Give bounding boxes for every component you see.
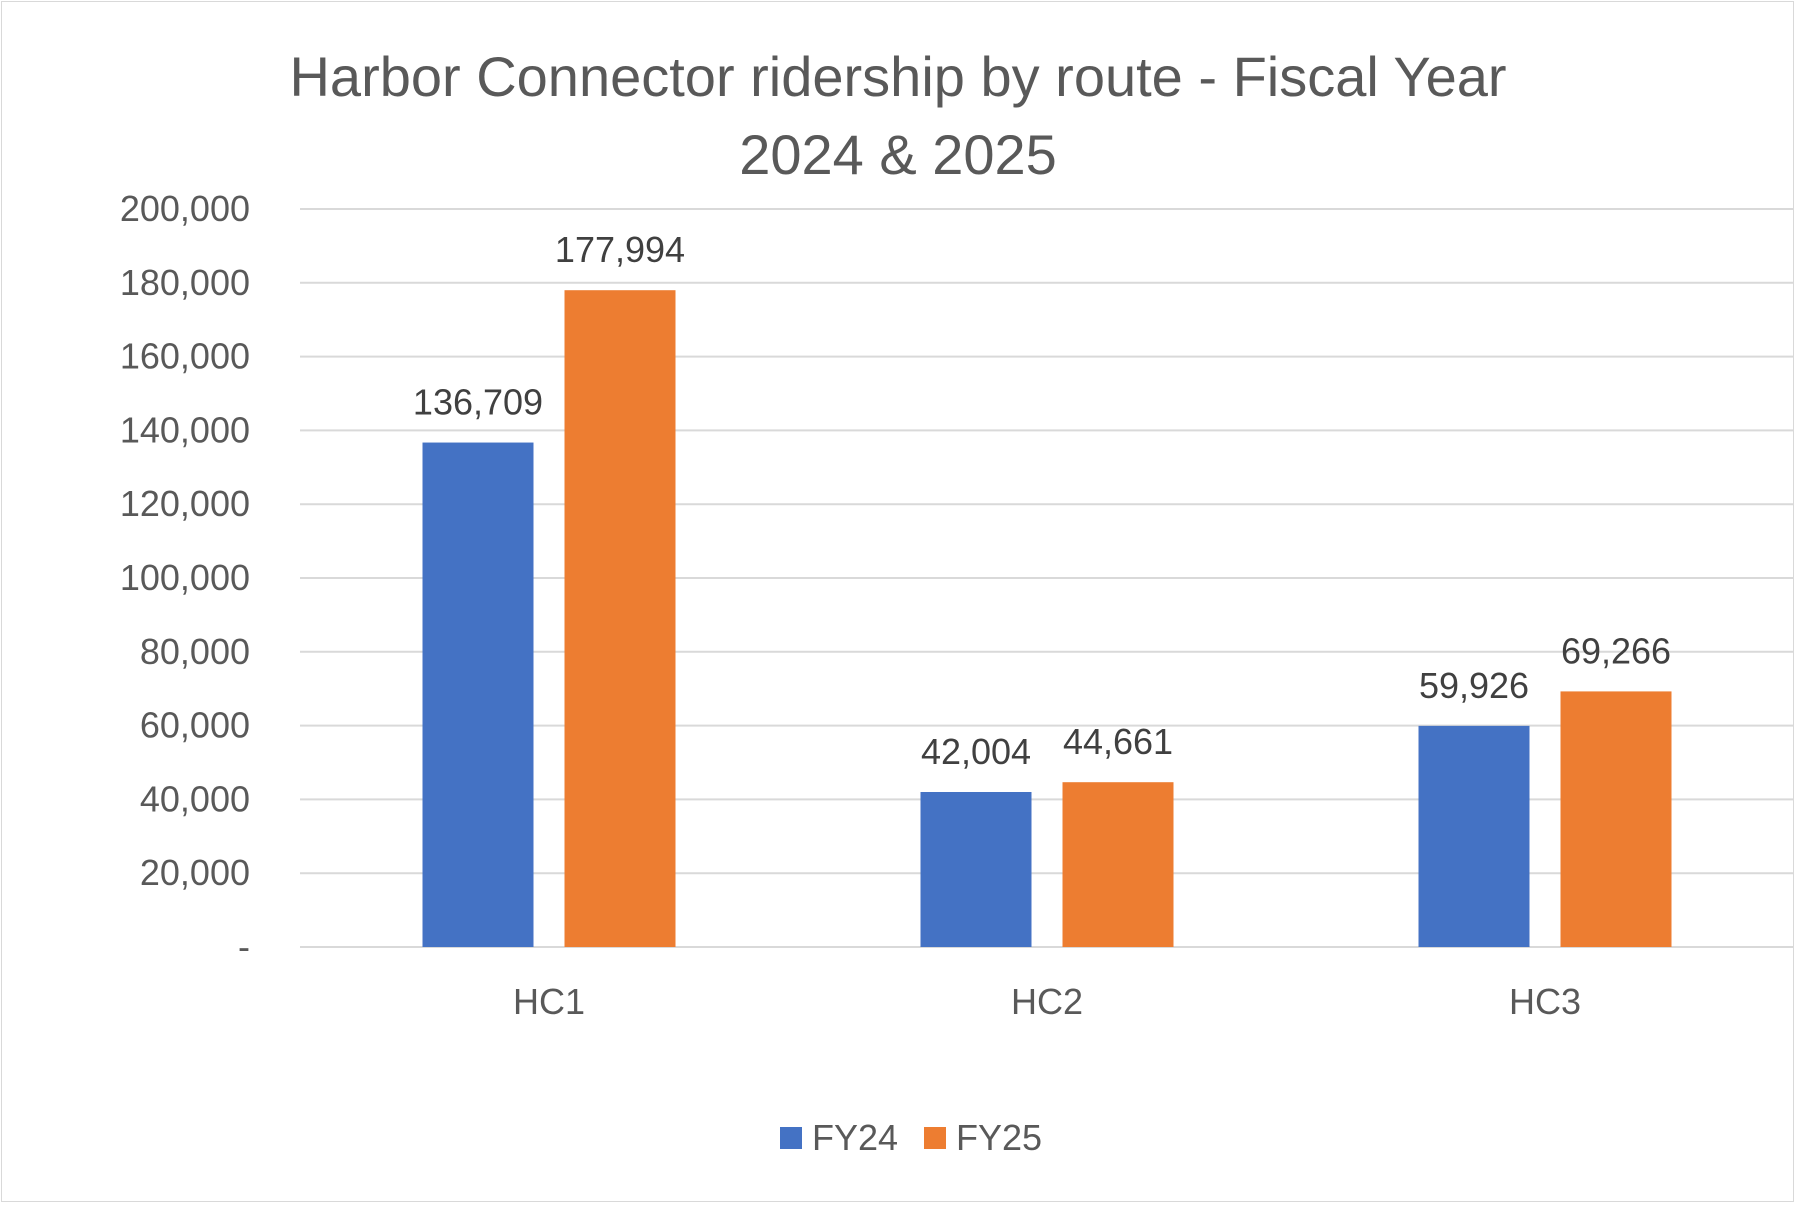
y-tick-label: - (238, 926, 250, 967)
y-tick-label: 160,000 (120, 336, 250, 377)
y-tick-label: 40,000 (140, 778, 250, 819)
bar-fy25-hc2 (1062, 782, 1174, 947)
y-tick-label: 180,000 (120, 262, 250, 303)
bar-fy24-hc3 (1418, 725, 1530, 947)
legend-swatch-fy24 (780, 1127, 802, 1149)
legend-label-fy25: FY25 (956, 1117, 1042, 1158)
data-label: 44,661 (1063, 721, 1173, 762)
bar-fy24-hc1 (422, 442, 534, 947)
data-labels: 136,709 177,994 42,004 44,661 59,926 69,266 (413, 229, 1671, 772)
y-tick-label: 120,000 (120, 483, 250, 524)
x-tick-label: HC1 (513, 981, 585, 1022)
data-label: 42,004 (921, 731, 1031, 772)
bar-fy25-hc3 (1560, 691, 1672, 947)
y-tick-label: 140,000 (120, 409, 250, 450)
y-axis: - 20,000 40,000 60,000 80,000 100,000 120,000 1… (120, 188, 250, 967)
y-tick-label: 20,000 (140, 852, 250, 893)
legend-swatch-fy25 (924, 1127, 946, 1149)
bar-fy24-hc2 (920, 792, 1032, 947)
data-label: 69,266 (1561, 630, 1671, 671)
data-label: 59,926 (1419, 665, 1529, 706)
legend-label-fy24: FY24 (812, 1117, 898, 1158)
gridlines (300, 208, 1794, 948)
x-tick-label: HC2 (1011, 981, 1083, 1022)
y-tick-label: 60,000 (140, 705, 250, 746)
chart-title-line-2: 2024 & 2025 (739, 123, 1057, 186)
bar-fy25-hc1 (564, 290, 676, 947)
data-label: 177,994 (555, 229, 685, 270)
y-tick-label: 80,000 (140, 631, 250, 672)
data-label: 136,709 (413, 382, 543, 423)
legend: FY24 FY25 (780, 1117, 1042, 1158)
chart-title-line-1: Harbor Connector ridership by route - Fi… (289, 45, 1506, 108)
bars (422, 290, 1672, 947)
y-tick-label: 100,000 (120, 557, 250, 598)
x-axis: HC1 HC2 HC3 (513, 981, 1581, 1022)
x-tick-label: HC3 (1509, 981, 1581, 1022)
y-tick-label: 200,000 (120, 188, 250, 229)
